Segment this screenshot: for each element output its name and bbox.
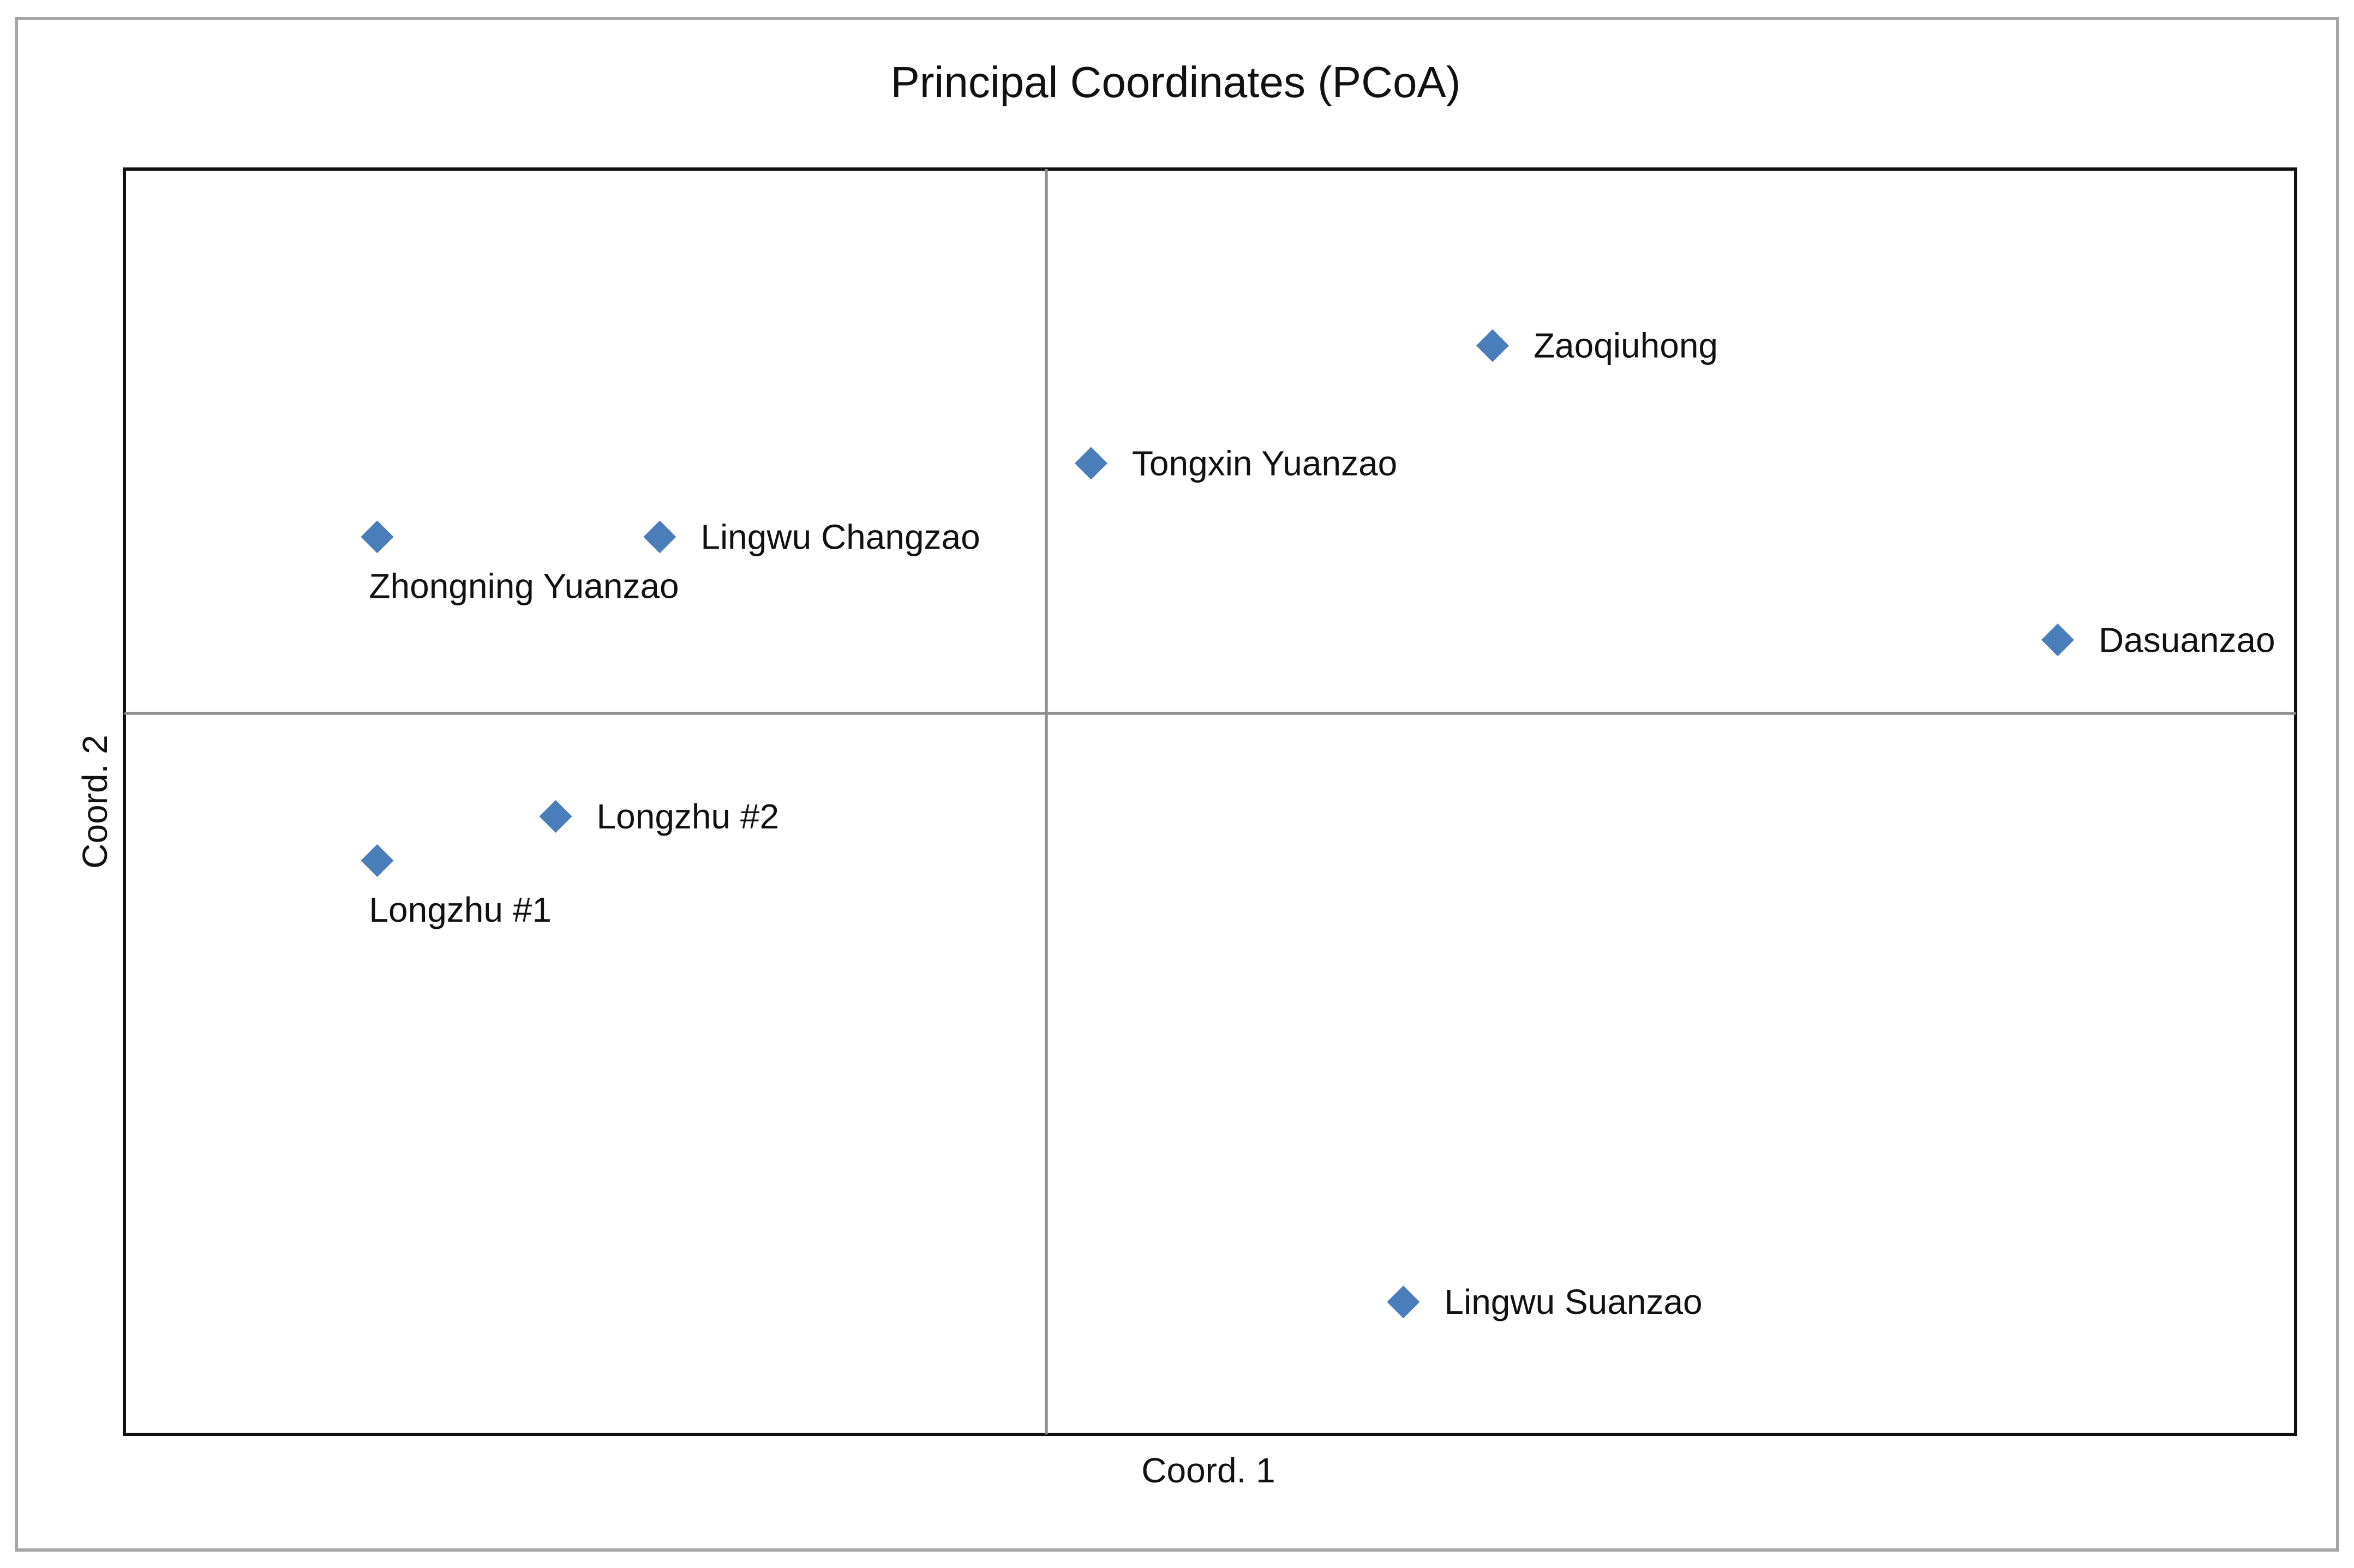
data-points: Zaoqiuhong Tongxin Yuanzao Lingwu Changzao…: [361, 326, 2275, 1321]
data-point: Zaoqiuhong: [1476, 326, 1718, 365]
point-marker: [1387, 1285, 1420, 1319]
point-marker: [361, 520, 394, 554]
data-point: Zhongning Yuanzao: [361, 520, 679, 605]
point-marker: [1476, 329, 1509, 362]
chart-title: Principal Coordinates (PCoA): [891, 58, 1461, 106]
data-point: Tongxin Yuanzao: [1074, 444, 1397, 483]
point-label: Longzhu #2: [597, 797, 780, 836]
point-label: Zhongning Yuanzao: [369, 566, 679, 605]
plot-area: Zaoqiuhong Tongxin Yuanzao Lingwu Changzao…: [123, 167, 2297, 1436]
point-marker: [361, 844, 394, 877]
x-axis-title: Coord. 1: [1141, 1451, 1275, 1490]
data-point: Dasuanzao: [2041, 620, 2275, 659]
point-marker: [2041, 623, 2074, 657]
data-point: Longzhu #1: [361, 844, 552, 929]
y-axis-title: Coord. 2: [75, 735, 115, 868]
data-point: Lingwu Suanzao: [1387, 1282, 1703, 1321]
point-label: Zaoqiuhong: [1534, 326, 1718, 365]
plot-area-border: [123, 167, 2297, 1436]
point-label: Dasuanzao: [2099, 620, 2275, 659]
point-label: Lingwu Suanzao: [1444, 1282, 1702, 1321]
point-label: Longzhu #1: [369, 890, 552, 929]
point-marker: [643, 520, 676, 554]
point-label: Lingwu Changzao: [700, 517, 980, 556]
point-marker: [1074, 447, 1107, 480]
data-point: Longzhu #2: [539, 797, 780, 836]
point-label: Tongxin Yuanzao: [1132, 444, 1397, 483]
point-marker: [539, 800, 572, 833]
data-point: Lingwu Changzao: [643, 517, 980, 556]
